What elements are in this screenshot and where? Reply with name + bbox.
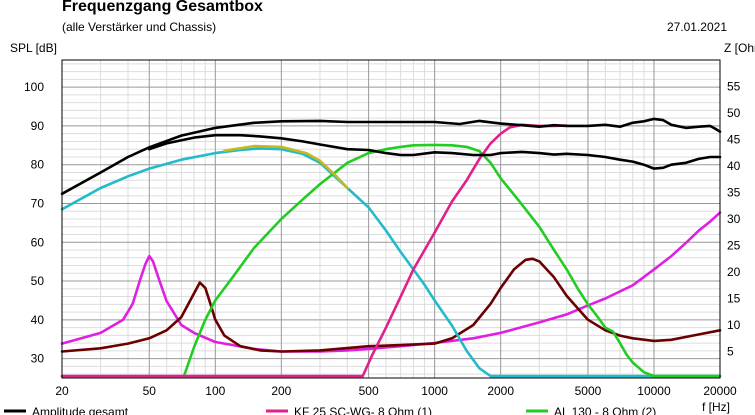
x-tick-label: 20 (55, 384, 69, 398)
y-tick-label: 40 (31, 313, 45, 327)
y-tick-label: 80 (31, 158, 45, 172)
series-line-al130 (182, 143, 722, 378)
y-tick-label: 50 (31, 274, 45, 288)
x-axis-label: f [Hz] (702, 400, 730, 414)
y2-tick-label: 45 (727, 133, 741, 147)
y2-tick-label: 50 (727, 106, 741, 120)
legend: Amplitude gesamt KF 25 SC-WG- 8 Ohm (1) AL… (4, 405, 656, 415)
series-line-imp_magenta (60, 211, 722, 353)
x-tick-label: 20000 (703, 384, 737, 398)
y2-axis-label: Z [Ohm] (724, 41, 755, 55)
x-tick-label: 5000 (575, 384, 602, 398)
series-line-imp_maroon (60, 257, 722, 353)
x-tick-label: 50 (143, 384, 157, 398)
chart-subtitle: (alle Verstärker und Chassis) (62, 20, 217, 34)
plot-frame (61, 59, 721, 379)
series-layer (60, 117, 722, 378)
y2-tick-labels: 5 10 15 20 25 30 35 40 45 50 55 (727, 80, 741, 359)
x-tick-label: 500 (359, 384, 379, 398)
series-line-amplitude_alt (148, 133, 722, 170)
y-tick-label: 100 (24, 80, 44, 94)
y2-tick-label: 20 (727, 265, 741, 279)
series-line-amplitude (60, 117, 722, 196)
y2-tick-label: 5 (727, 345, 734, 359)
chart-date: 27.01.2021 (666, 20, 727, 34)
y-axis-label: SPL [dB] (10, 41, 57, 55)
y-tick-label: 90 (31, 119, 45, 133)
x-tick-label: 10000 (637, 384, 671, 398)
x-tick-label: 200 (271, 384, 291, 398)
y2-tick-label: 55 (727, 80, 741, 94)
y2-tick-label: 25 (727, 239, 741, 253)
x-tick-label: 100 (205, 384, 225, 398)
chart-title: Frequenzgang Gesamtbox (62, 0, 263, 15)
y2-tick-label: 30 (727, 212, 741, 226)
legend-label-kf25: KF 25 SC-WG- 8 Ohm (1) (294, 405, 432, 415)
x-tick-label: 2000 (487, 384, 514, 398)
y2-tick-label: 40 (727, 159, 741, 173)
y2-tick-label: 35 (727, 186, 741, 200)
series-line-olive (223, 144, 349, 190)
x-tick-labels: 20 50 100 200 500 1000 2000 5000 10000 20000 (55, 384, 737, 398)
x-tick-label: 1000 (421, 384, 448, 398)
y-tick-label: 60 (31, 235, 45, 249)
y2-tick-label: 10 (727, 318, 741, 332)
y-tick-label: 30 (31, 352, 45, 366)
y-tick-labels: 30 40 50 60 70 80 90 100 (24, 80, 44, 365)
y2-tick-label: 15 (727, 292, 741, 306)
y-tick-label: 70 (31, 196, 45, 210)
legend-label-al130: AL 130 - 8 Ohm (2) (554, 405, 656, 415)
grid-minor (62, 60, 720, 378)
legend-label-amplitude: Amplitude gesamt (32, 405, 129, 415)
